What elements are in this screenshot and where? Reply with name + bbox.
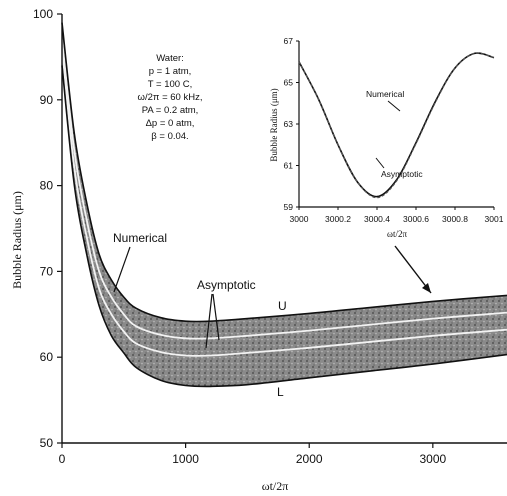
param-line: p = 1 atm, [149, 66, 192, 77]
inset-y-tick-label: 61 [284, 161, 294, 171]
inset-y-tick-label: 65 [284, 78, 294, 88]
param-line: ω/2π = 60 kHz, [138, 92, 203, 103]
inset-asymptotic-pointer [375, 157, 385, 169]
asymptotic-pointer [205, 293, 213, 349]
lower-envelope-line [61, 65, 507, 388]
param-line: Δp = 0 atm, [146, 118, 195, 129]
inset-y-tick-label: 59 [284, 202, 294, 212]
oscillation-band [62, 22, 507, 387]
inset-x-tick-label: 3000 [290, 214, 309, 224]
inset-asymptotic-line [298, 52, 495, 199]
inset-x-tick-label: 3000.4 [364, 214, 390, 224]
x-tick-label: 1000 [172, 452, 199, 466]
param-line: PA = 0.2 atm, [142, 105, 199, 116]
numerical-pointer [113, 246, 131, 293]
x-tick-label: 3000 [419, 452, 446, 466]
upper-envelope-label: U [278, 299, 287, 313]
inset-x-tick-label: 3000.6 [403, 214, 429, 224]
param-line: Water: [156, 53, 184, 64]
lower-envelope-label: L [277, 385, 284, 399]
inset-ticks: 3000 3000.2 3000.4 3000.6 3000.8 3001 59 61 63 65… [284, 36, 504, 224]
inset-series-group [298, 52, 495, 199]
x-tick-label: 2000 [296, 452, 323, 466]
inset-numerical-label: Numerical [366, 89, 404, 99]
inset-pointer-arrow [394, 245, 432, 294]
annotations: Numerical Asymptotic U L [113, 231, 432, 399]
arrowhead [422, 283, 431, 293]
band-centerline [61, 39, 507, 340]
asymptotic-pointer [212, 293, 220, 341]
inset-x-axis-title: ωt/2π [387, 229, 407, 239]
y-tick-label: 50 [40, 436, 54, 450]
upper-envelope-line [61, 22, 507, 323]
inset-asymptotic-label: Asymptotic [381, 169, 423, 179]
main-ticks: 0 1000 2000 3000 50 60 70 80 90 100 [33, 7, 447, 466]
inset-x-tick-label: 3000.2 [325, 214, 351, 224]
inset-x-tick-label: 3000.8 [442, 214, 468, 224]
inset-chart: 3000 3000.2 3000.4 3000.6 3000.8 3001 59 61 63 65… [269, 36, 504, 239]
y-tick-label: 60 [40, 350, 54, 364]
x-axis-title: ωt/2π [262, 479, 289, 493]
param-line: β = 0.04. [151, 131, 188, 142]
inset-numerical-pointer [387, 100, 401, 112]
main-chart: 0 1000 2000 3000 50 60 70 80 90 100 ωt/2π Bubble … [10, 7, 507, 493]
inset-x-tick-label: 3001 [485, 214, 504, 224]
param-line: T = 100 C, [148, 79, 192, 90]
asymptotic-annotation: Asymptotic [197, 278, 256, 292]
y-tick-label: 90 [40, 93, 54, 107]
y-tick-label: 100 [33, 7, 53, 21]
x-tick-label: 0 [59, 452, 66, 466]
main-series-group [61, 22, 507, 388]
y-axis-title: Bubble Radius (μm) [10, 191, 24, 289]
inset-y-tick-label: 63 [284, 119, 294, 129]
inset-y-axis-title: Bubble Radius (μm) [269, 88, 279, 161]
inset-y-tick-label: 67 [284, 36, 294, 46]
numerical-annotation: Numerical [113, 231, 167, 245]
parameter-box: Water: p = 1 atm, T = 100 C, ω/2π = 60 k… [138, 53, 203, 142]
y-tick-label: 80 [40, 179, 54, 193]
y-tick-label: 70 [40, 264, 54, 278]
band-centerline [61, 48, 507, 357]
